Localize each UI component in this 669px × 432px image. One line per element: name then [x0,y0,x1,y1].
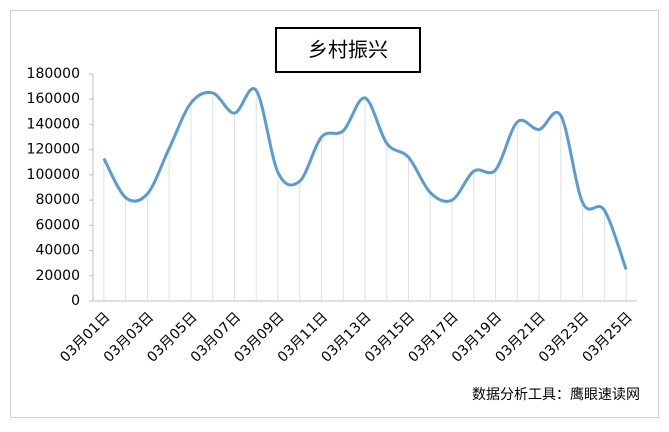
chart-title: 乡村振兴 [308,38,388,62]
y-tick-label: 0 [71,293,80,309]
chart-border [10,10,659,418]
y-tick-label: 100000 [27,167,80,183]
y-tick-label: 140000 [27,116,80,132]
y-tick-label: 40000 [35,243,80,259]
y-tick-label: 60000 [35,217,80,233]
y-tick-label: 120000 [27,142,80,158]
y-tick-label: 20000 [35,268,80,284]
line [102,87,628,270]
y-tick-label: 80000 [35,192,80,208]
title-box [275,27,421,73]
y-tick-label: 160000 [27,91,80,107]
annotation: 数据分析工具：鹰眼速读网 [472,386,640,403]
y-tick-label: 180000 [27,66,80,82]
